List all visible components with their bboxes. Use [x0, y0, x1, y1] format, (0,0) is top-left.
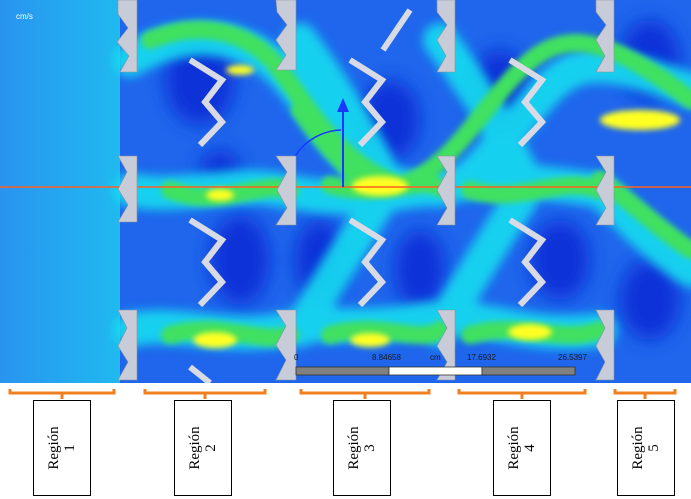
scale-tick-1: 8.84658	[372, 353, 401, 362]
region-4-label: Región 4	[506, 426, 538, 470]
scale-bar-segment	[388, 366, 483, 376]
velocity-field-plot	[0, 0, 691, 383]
region-3-box: Región 3	[333, 400, 391, 496]
region-5-brace	[613, 389, 677, 399]
inlet-flow-zone	[0, 0, 120, 383]
region-2-brace	[143, 389, 267, 399]
region-1-brace	[8, 389, 116, 399]
region-3-label: Región 3	[346, 426, 378, 470]
region-3-brace	[299, 389, 431, 399]
scale-tick-0: 0	[294, 353, 299, 362]
region-4-box: Región 4	[493, 400, 551, 496]
region-2-box: Región 2	[174, 400, 232, 496]
zigzag-baffles	[188, 8, 547, 383]
scale-tick-3: 26.5397	[558, 353, 587, 362]
velocity-unit-label: cm/s	[16, 12, 33, 21]
baffles	[116, 0, 615, 381]
region-4-brace	[457, 389, 587, 399]
region-5-label: Región 5	[630, 426, 662, 470]
high-velocity-cores	[193, 65, 680, 348]
region-2-label: Región 2	[187, 426, 219, 470]
scale-bar	[295, 366, 576, 376]
scale-tick-2: 17.6932	[467, 353, 496, 362]
scale-bar-segment	[481, 366, 576, 376]
region-1-box: Región 1	[33, 400, 91, 496]
scale-bar-segment	[295, 366, 390, 376]
region-5-box: Región 5	[617, 400, 675, 496]
scale-unit: cm	[430, 353, 441, 362]
region-1-label: Región 1	[46, 426, 78, 470]
